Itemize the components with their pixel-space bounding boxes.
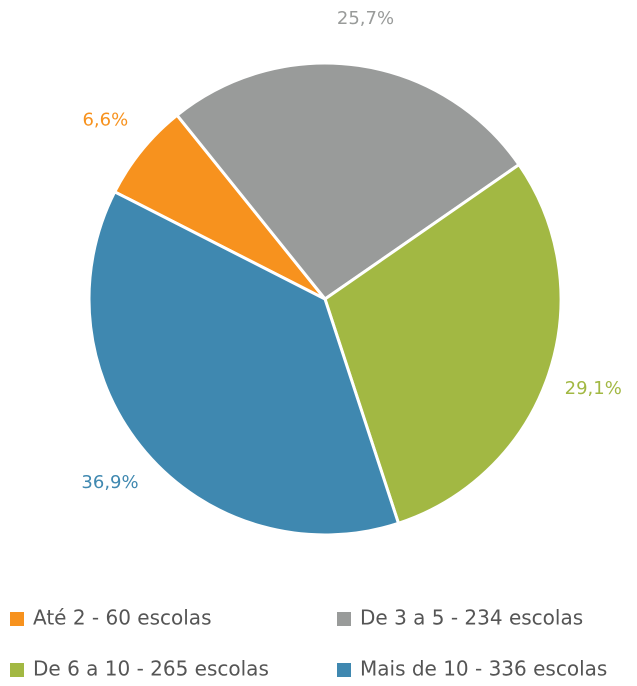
legend-swatch — [337, 612, 351, 626]
legend-label: De 6 a 10 - 265 escolas — [33, 657, 269, 681]
legend-label: De 3 a 5 - 234 escolas — [360, 606, 583, 630]
legend-label: Até 2 - 60 escolas — [33, 606, 212, 630]
data-label: 6,6% — [82, 110, 128, 131]
legend-swatch — [10, 612, 24, 626]
data-label: 25,7% — [337, 8, 394, 29]
pie-slice — [87, 189, 401, 537]
pie-slice — [174, 61, 522, 302]
data-label: 36,9% — [81, 472, 138, 493]
data-label: 29,1% — [565, 378, 622, 399]
legend-swatch — [337, 663, 351, 677]
legend-label: Mais de 10 - 336 escolas — [360, 657, 607, 681]
pie-slice — [323, 162, 563, 526]
legend-swatch — [10, 663, 24, 677]
